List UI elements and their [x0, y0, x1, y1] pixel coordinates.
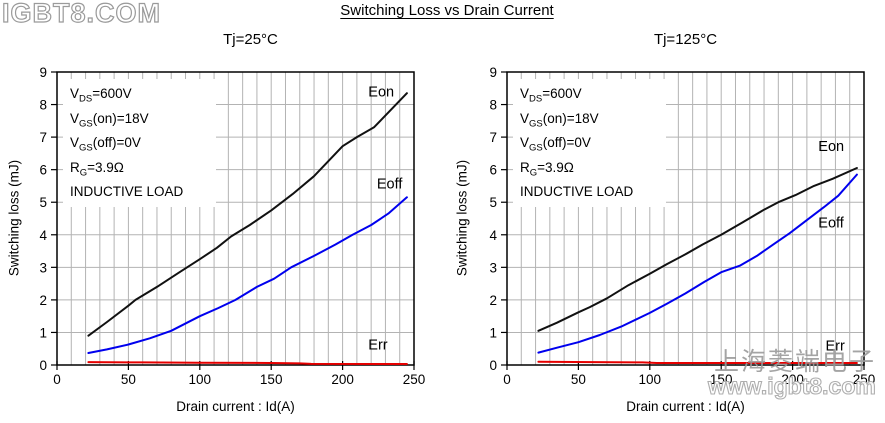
series-label-eon: Eon — [368, 84, 394, 100]
y-axis-label-left: Switching loss (mJ) — [6, 159, 22, 277]
y-tick-label: 2 — [489, 293, 497, 308]
test-conditions-box-left: VDS=600V VGS(on)=18V VGS(off)=0V RG=3.9Ω… — [63, 79, 216, 207]
annotation-line: INDUCTIVE LOAD — [520, 184, 634, 200]
series-label-eoff: Eoff — [818, 216, 845, 232]
y-tick-label: 8 — [39, 98, 47, 113]
x-tick-label: 100 — [639, 372, 662, 387]
y-tick-label: 6 — [39, 163, 47, 178]
y-tick-label: 8 — [489, 98, 497, 113]
plot-frame — [506, 71, 865, 366]
annotation-line: VGS(on)=18V — [520, 110, 599, 130]
series-label-eon: Eon — [818, 139, 844, 155]
y-tick-label: 1 — [489, 325, 497, 340]
y-tick-label: 0 — [489, 358, 497, 373]
y-tick-label: 4 — [489, 228, 497, 243]
y-tick-label: 7 — [39, 130, 47, 145]
series-line-eoff — [537, 173, 858, 354]
watermark-igbt8-logo: IGBT8.COM — [1, 0, 162, 29]
watermark-website-url: www.igbt8.com — [707, 372, 876, 399]
subplot-title-left: Tj=25°C — [223, 31, 278, 48]
y-tick-label: 5 — [489, 195, 497, 210]
test-conditions-box-right: VDS=600V VGS(on)=18V VGS(off)=0V RG=3.9Ω… — [513, 79, 666, 207]
series-label-err: Err — [368, 337, 388, 353]
y-tick-label: 2 — [39, 293, 47, 308]
annotation-line: VDS=600V — [520, 86, 582, 105]
x-tick-label: 150 — [260, 372, 283, 387]
y-tick-label: 3 — [39, 260, 47, 275]
annotation-line: RG=3.9Ω — [70, 159, 124, 179]
y-tick-label: 6 — [489, 163, 497, 178]
x-tick-label: 0 — [503, 372, 511, 387]
x-tick-label: 100 — [189, 372, 212, 387]
y-tick-label: 1 — [39, 325, 47, 340]
x-axis-label-left: Drain current : Id(A) — [176, 399, 295, 414]
x-tick-label: 250 — [403, 372, 426, 387]
series-label-eoff: Eoff — [377, 177, 404, 193]
x-tick-label: 150 — [710, 372, 733, 387]
annotation-line: VGS(off)=0V — [520, 135, 591, 154]
y-tick-label: 3 — [489, 260, 497, 275]
x-tick-label: 200 — [331, 372, 354, 387]
annotation-line: VDS=600V — [70, 86, 132, 105]
y-tick-label: 5 — [39, 195, 47, 210]
x-tick-label: 200 — [781, 372, 804, 387]
watermark-chinese-text: 上海菱端电子 — [714, 348, 877, 376]
x-tick-label: 0 — [53, 372, 61, 387]
x-axis-label-right: Drain current : Id(A) — [626, 399, 745, 414]
x-tick-label: 50 — [121, 372, 136, 387]
series-label-err: Err — [825, 338, 845, 354]
y-axis-label-right: Switching loss (mJ) — [454, 159, 470, 277]
series-line-eoff — [87, 196, 408, 354]
y-tick-label: 0 — [39, 358, 47, 373]
page-title: Switching Loss vs Drain Current — [340, 2, 554, 19]
plot-frame — [56, 71, 415, 366]
plot-area-left: 0 50 100 150 200 250 0 1 2 3 4 5 6 7 8 9 Eon Eoff Err — [39, 65, 426, 387]
y-tick-label: 9 — [489, 65, 497, 80]
annotation-line: RG=3.9Ω — [520, 159, 574, 179]
series-line-err — [537, 360, 858, 364]
annotation-line: INDUCTIVE LOAD — [70, 184, 184, 200]
annotation-line: VGS(off)=0V — [70, 135, 141, 154]
y-tick-label: 4 — [39, 228, 47, 243]
annotation-line: VGS(on)=18V — [70, 110, 149, 130]
series-line-eon — [537, 167, 858, 332]
y-tick-label: 7 — [489, 130, 497, 145]
y-tick-label: 9 — [39, 65, 47, 80]
x-tick-label: 50 — [571, 372, 586, 387]
series-line-eon — [87, 92, 408, 337]
subplot-title-right: Tj=125°C — [653, 31, 718, 48]
x-tick-label: 250 — [853, 372, 876, 387]
series-line-err — [87, 361, 408, 365]
